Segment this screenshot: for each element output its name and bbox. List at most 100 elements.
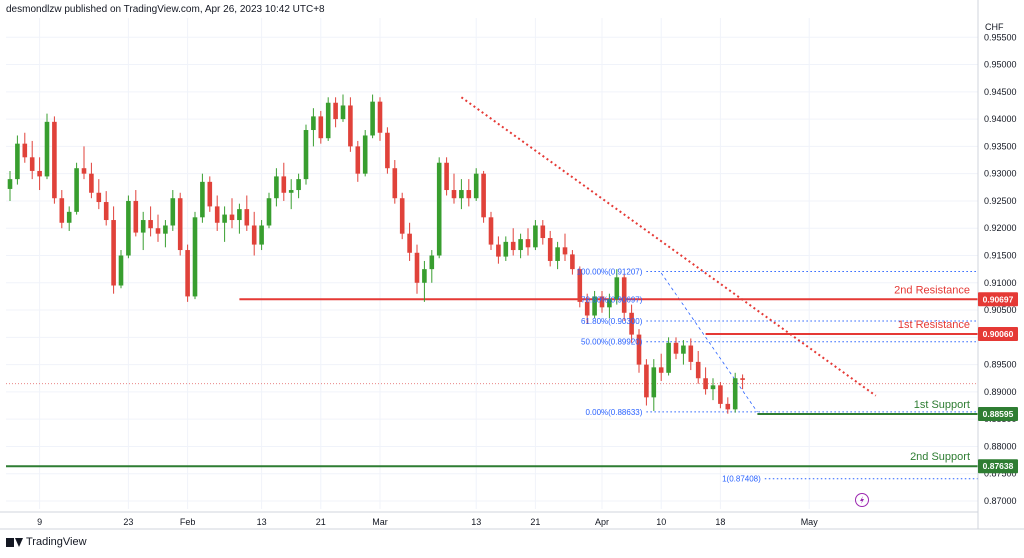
candle-body <box>89 173 94 193</box>
candle-body <box>185 250 190 297</box>
candle-body <box>681 345 686 354</box>
candle <box>518 233 523 259</box>
candle-body <box>133 200 139 233</box>
candle-body <box>533 225 538 248</box>
candle <box>451 173 457 204</box>
candle <box>44 113 50 180</box>
candle-body <box>296 179 301 191</box>
candle <box>52 116 57 204</box>
candle <box>155 214 161 242</box>
candle-body <box>496 244 501 257</box>
candle-body <box>695 361 701 379</box>
candle <box>118 250 124 289</box>
candle-body <box>362 135 368 174</box>
candle <box>732 372 738 413</box>
candle <box>666 337 671 376</box>
candle-body <box>385 132 390 169</box>
candle <box>348 97 353 152</box>
candle-body <box>614 277 620 300</box>
candle-body <box>518 239 523 251</box>
candle <box>496 236 501 264</box>
candle <box>695 350 701 384</box>
candle-body <box>111 220 116 286</box>
candle <box>303 124 309 185</box>
candle-body <box>177 198 183 251</box>
candle-body <box>96 192 102 203</box>
price-tag <box>978 292 1018 307</box>
candle <box>200 173 205 223</box>
candle-body <box>22 143 28 158</box>
tradingview-logo[interactable]: TradingView <box>6 536 87 548</box>
level-name-label: 1st Resistance <box>898 319 970 331</box>
candle <box>59 190 65 229</box>
candle <box>133 190 139 237</box>
price-tag-label: 0.90697 <box>983 294 1014 304</box>
candle-body <box>584 301 590 316</box>
candle-body <box>740 378 745 380</box>
candle <box>459 179 464 210</box>
candle <box>7 170 13 201</box>
candle <box>407 222 412 261</box>
candle-body <box>466 190 472 199</box>
candle-body <box>222 214 227 223</box>
candle <box>592 290 597 319</box>
candle-body <box>540 225 546 239</box>
y-tick-label: 0.91500 <box>984 251 1017 261</box>
fib-level-label: 78.60%(0.90697) <box>581 295 643 304</box>
candle <box>658 353 664 381</box>
y-tick-label: 0.89000 <box>984 387 1017 397</box>
candle-body <box>459 190 464 199</box>
candle-body <box>74 168 79 212</box>
x-tick-label: 9 <box>37 517 42 527</box>
candle <box>481 170 486 223</box>
candle <box>607 293 612 319</box>
candle <box>355 140 361 182</box>
candle <box>718 382 723 409</box>
y-tick-label: 0.95500 <box>984 32 1017 42</box>
candle <box>222 206 227 242</box>
lightning-icon[interactable] <box>855 493 869 507</box>
candle <box>510 228 516 256</box>
candle <box>362 130 368 177</box>
candle-body <box>570 254 575 270</box>
candle-body <box>163 225 168 234</box>
price-tag <box>978 406 1018 421</box>
x-tick-label: 21 <box>316 517 326 527</box>
candle <box>207 176 213 212</box>
candle <box>503 236 509 261</box>
candle <box>192 211 198 300</box>
fib-level-label: 61.80%(0.90300) <box>581 317 643 326</box>
candle <box>296 173 301 199</box>
candle <box>274 168 279 207</box>
candle <box>422 260 427 302</box>
candle <box>377 97 383 141</box>
candle-body <box>451 190 457 199</box>
candle-body <box>555 247 560 261</box>
price-tag <box>978 459 1018 474</box>
candle-body <box>725 403 731 410</box>
candle-body <box>599 296 605 308</box>
candle-body <box>7 179 13 189</box>
candle <box>533 220 538 251</box>
candle-body <box>259 225 264 245</box>
candle-layer <box>7 94 745 414</box>
publisher-line: desmondlzw published on TradingView.com,… <box>6 4 325 15</box>
candle-body <box>44 121 50 177</box>
x-tick-label: 13 <box>257 517 267 527</box>
y-tick-label: 0.90500 <box>984 305 1017 315</box>
level-name-label: 2nd Resistance <box>894 284 970 296</box>
candle-body <box>251 225 257 245</box>
tradingview-mark-icon <box>6 537 23 547</box>
y-tick-label: 0.94000 <box>984 114 1017 124</box>
candle <box>66 206 72 231</box>
candle <box>444 157 449 196</box>
candle <box>473 168 479 201</box>
level-layer <box>6 96 978 480</box>
x-tick-label: May <box>801 517 819 527</box>
candle <box>584 293 590 324</box>
candle <box>436 157 442 259</box>
y-tick-label: 0.94500 <box>984 87 1017 97</box>
